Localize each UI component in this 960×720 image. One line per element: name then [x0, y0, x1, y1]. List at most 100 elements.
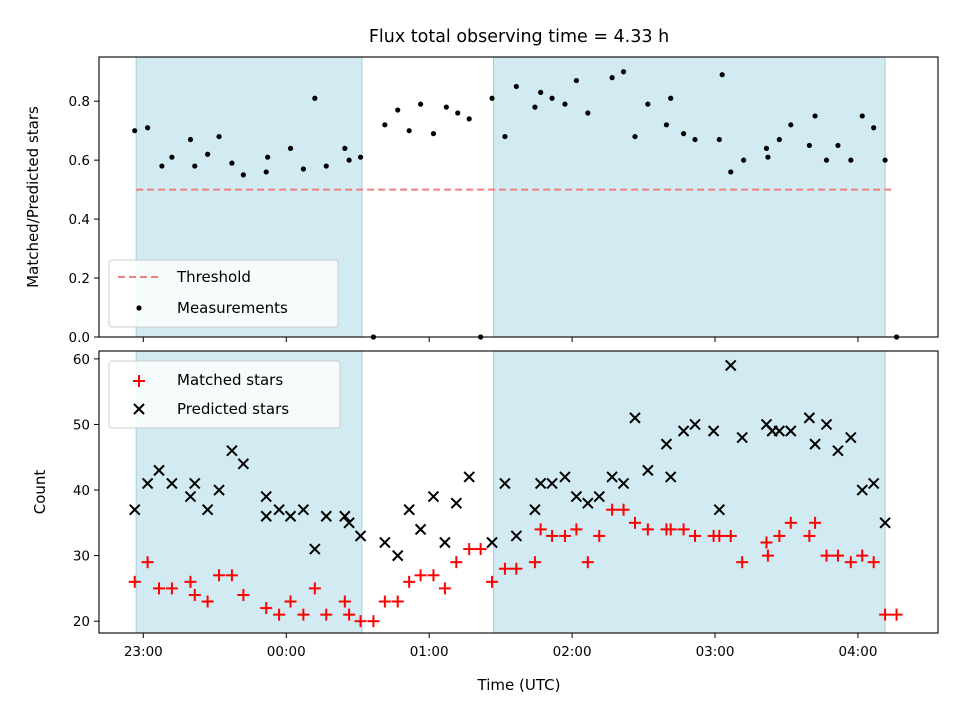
matched-star-point	[677, 523, 690, 536]
legend-predicted-label: Predicted stars	[177, 400, 289, 418]
matched-star-point	[689, 529, 702, 542]
measurement-point	[663, 122, 670, 128]
matched-star-point	[664, 523, 677, 536]
matched-star-point	[450, 556, 463, 569]
matched-star-point	[184, 575, 197, 588]
bottom-legend-box	[108, 360, 341, 429]
predicted-star-point	[660, 438, 673, 450]
measurement-point	[585, 110, 591, 116]
predicted-star-point	[629, 412, 641, 424]
matched-star-point	[736, 556, 749, 569]
matched-star-point	[213, 569, 226, 582]
predicted-star-point	[820, 418, 833, 431]
matched-star-point	[628, 516, 641, 529]
matched-star-point	[463, 543, 476, 556]
measurement-point	[776, 136, 782, 143]
chart-title: Flux total observing time = 4.33 h	[369, 27, 669, 47]
measurement-point	[132, 128, 138, 134]
predicted-star-point	[856, 484, 868, 496]
predicted-star-point	[606, 471, 618, 483]
y-tick-label: 20	[73, 614, 90, 630]
predicted-star-point	[529, 503, 541, 516]
matched-star-point	[378, 595, 391, 608]
measurement-point	[216, 133, 222, 140]
measurement-point	[513, 83, 519, 90]
measurement-point	[346, 157, 352, 163]
predicted-star-point	[642, 464, 654, 477]
predicted-star-point	[213, 484, 225, 496]
matched-star-point	[803, 529, 816, 542]
matched-star-point	[403, 575, 416, 588]
measurement-point	[205, 151, 211, 157]
matched-star-point	[474, 543, 487, 556]
measurement-point	[741, 157, 747, 163]
measurement-point	[549, 95, 555, 101]
predicted-star-point	[510, 530, 523, 542]
matched-star-point	[284, 595, 297, 608]
predicted-star-point	[463, 471, 475, 483]
matched-star-point	[641, 523, 654, 536]
measurement-point	[680, 131, 687, 137]
predicted-star-point	[713, 503, 726, 516]
measurement-point	[719, 72, 725, 78]
matched-star-point	[486, 575, 499, 588]
predicted-star-point	[499, 477, 511, 490]
predicted-star-point	[486, 536, 498, 549]
measurement-point	[395, 107, 401, 113]
top-panel: 0.00.20.40.60.8 Matched/Predicted stars …	[24, 56, 939, 346]
matched-star-point	[724, 529, 737, 542]
predicted-star-point	[689, 418, 701, 431]
measurement-point	[620, 69, 627, 75]
bottom-panel: 20 30 40 50 60 23:00 00:00 01:00 02:00 03:00 04:0…	[31, 350, 939, 694]
predicted-star-point	[736, 431, 748, 444]
measurement-point	[632, 133, 638, 140]
measurement-point	[169, 154, 175, 160]
matched-star-point	[320, 608, 333, 621]
matched-star-point	[528, 556, 541, 569]
x-tick-label: 04:00	[839, 644, 878, 660]
measurement-point	[788, 122, 794, 128]
measurement-point	[192, 163, 198, 169]
matched-star-point	[606, 503, 619, 516]
matched-star-point	[761, 549, 774, 562]
matched-star-point	[809, 516, 822, 529]
measurement-point	[848, 157, 854, 163]
matched-star-point	[427, 569, 440, 582]
top-legend-box	[108, 259, 339, 328]
predicted-star-point	[593, 490, 605, 503]
predicted-star-point	[226, 444, 238, 457]
bottom-plot-frame	[98, 350, 939, 634]
predicted-star-point	[582, 497, 594, 509]
predicted-star-point	[809, 438, 821, 450]
x-axis-label: Time (UTC)	[477, 676, 561, 694]
predicted-star-point	[320, 510, 332, 522]
predicted-star-point	[677, 425, 690, 437]
top-plot-frame	[98, 56, 939, 338]
top-legend: Threshold Measurements	[108, 259, 339, 328]
shaded-interval	[492, 350, 886, 634]
matched-star-point	[354, 615, 367, 628]
measurement-point	[430, 131, 437, 137]
measurement-point	[812, 113, 818, 119]
predicted-star-point	[773, 425, 786, 437]
matched-star-point	[201, 595, 214, 608]
predicted-star-point	[546, 477, 558, 490]
predicted-star-point	[427, 490, 440, 503]
x-tick-label: 00:00	[267, 644, 306, 660]
matched-star-point	[867, 556, 880, 569]
measurement-point	[609, 75, 615, 81]
measurement-point	[323, 163, 329, 169]
predicted-star-point	[534, 477, 547, 490]
predicted-star-point	[832, 444, 844, 457]
top-y-axis-label: Matched/Predicted stars	[24, 106, 42, 288]
matched-star-point	[297, 608, 310, 621]
matched-star-point	[273, 608, 286, 621]
matched-star-point	[593, 529, 606, 542]
measurement-point	[287, 145, 294, 151]
matched-star-point	[510, 562, 523, 575]
measurement-point	[765, 154, 771, 160]
y-tick-label: 30	[73, 549, 90, 565]
matched-star-point	[617, 503, 630, 516]
matched-star-point	[820, 549, 833, 562]
